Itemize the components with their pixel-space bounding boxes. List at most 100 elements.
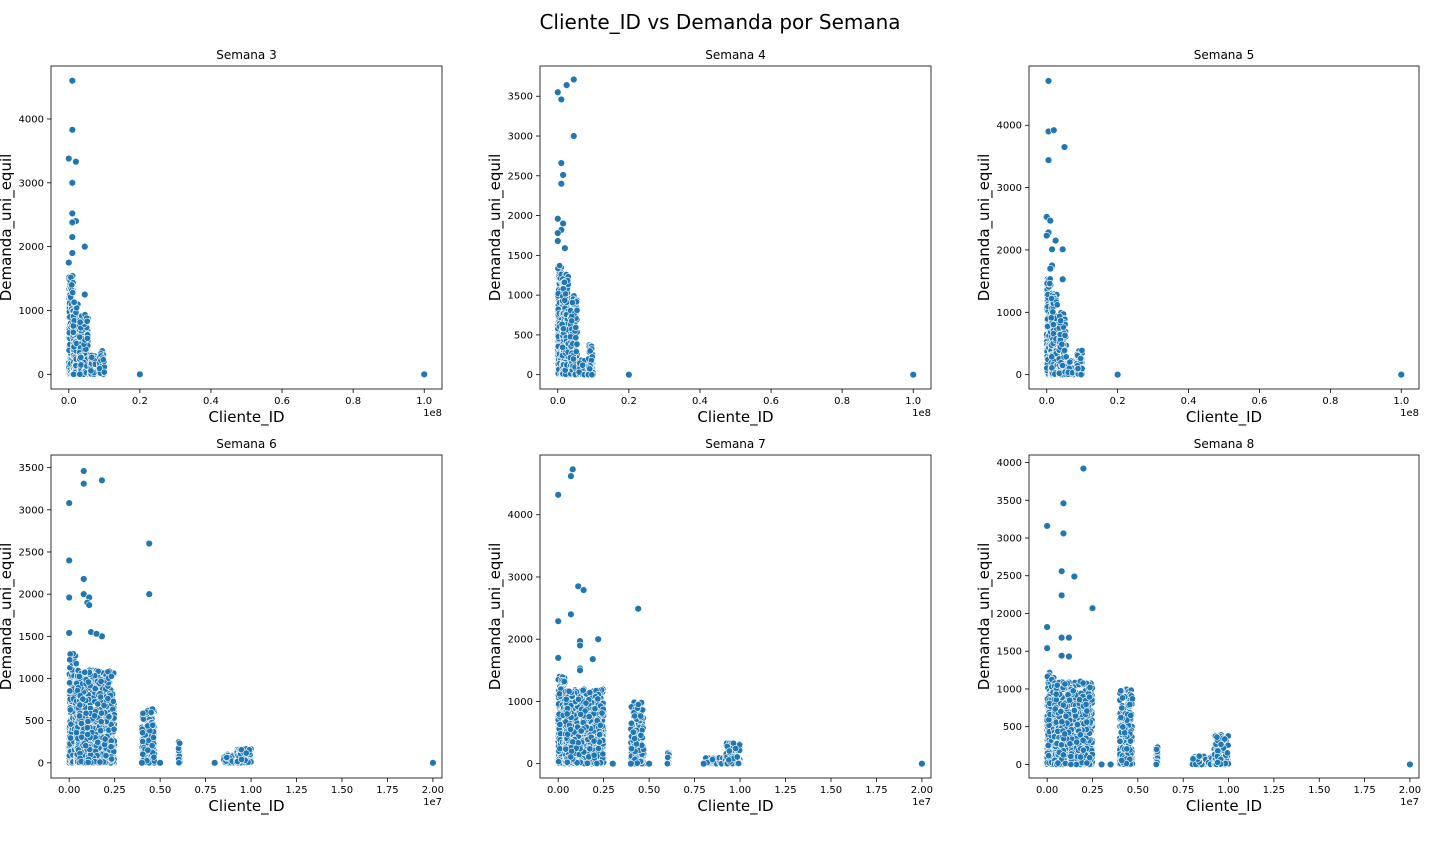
data-point [83, 724, 91, 732]
data-point [238, 755, 246, 763]
data-point [561, 296, 569, 304]
data-point [156, 759, 164, 767]
y-tick-label: 2000 [19, 242, 44, 253]
data-point [100, 368, 108, 376]
subplot-2: 0.0 0.2 0.4 0.6 0.8 1.00500100015002000250030… [486, 48, 932, 427]
data-point [556, 745, 564, 753]
data-point [69, 289, 77, 297]
y-tick-label: 500 [25, 716, 44, 727]
subplot-4: 0.00 0.25 0.50 0.75 1.00 1.25 1.50 1.75 2.000500… [0, 437, 444, 816]
data-point [573, 340, 581, 348]
data-point [1048, 245, 1056, 254]
data-point [223, 753, 231, 761]
data-point [68, 218, 77, 227]
y-tick-label: 0 [527, 370, 533, 381]
data-point [569, 355, 577, 363]
y-tick-label: 0 [1016, 370, 1022, 381]
data-point [70, 370, 78, 378]
data-point [572, 323, 580, 331]
data-point [557, 159, 566, 167]
data-point [594, 695, 602, 703]
x-tick-label: 1.75 [376, 785, 398, 796]
data-point [105, 713, 113, 721]
data-point [1077, 371, 1085, 379]
data-point [210, 759, 219, 767]
x-tick-label: 0.6 [763, 396, 779, 407]
data-point [554, 237, 562, 245]
data-point [556, 720, 564, 728]
data-point [72, 729, 80, 737]
data-point [1061, 331, 1069, 339]
data-point [66, 687, 74, 695]
data-point [1113, 370, 1122, 379]
data-point [76, 318, 84, 326]
data-point [555, 690, 563, 698]
data-point [1044, 156, 1053, 164]
y-tick-label: 0 [38, 370, 44, 381]
x-tick-label: 0.0 [61, 396, 77, 407]
data-point [82, 742, 90, 750]
x-offset-label: 1e7 [423, 797, 442, 808]
data-point [149, 721, 157, 729]
data-point [96, 365, 104, 373]
data-point [136, 370, 144, 379]
x-tick-label: 0.4 [203, 396, 219, 407]
data-point [1051, 236, 1060, 245]
data-point [72, 660, 80, 668]
x-tick-label: 1.0 [905, 396, 921, 407]
data-point [88, 353, 96, 361]
data-point [107, 743, 115, 751]
data-point [139, 750, 147, 758]
data-point [68, 281, 76, 289]
x-tick-label: 0.25 [104, 785, 126, 796]
data-point [1058, 245, 1067, 254]
data-point [84, 730, 92, 738]
data-point [65, 258, 73, 267]
data-point [176, 739, 184, 747]
data-point [145, 590, 153, 598]
data-point [91, 712, 99, 720]
y-tick-label: 1000 [19, 306, 44, 317]
data-point [67, 720, 75, 728]
data-point [1048, 364, 1056, 372]
data-point [559, 171, 567, 179]
data-point [68, 249, 77, 257]
data-point [97, 693, 105, 701]
x-tick-label: 1.00 [240, 785, 262, 796]
figure-title: Cliente_ID vs Demanda por Semana [539, 10, 901, 34]
data-point [145, 539, 153, 548]
y-tick-label: 1000 [508, 291, 533, 302]
data-point [68, 76, 77, 85]
points-group [65, 76, 428, 379]
data-point [1046, 280, 1054, 288]
data-point [588, 371, 596, 379]
data-point [554, 215, 562, 223]
x-tick-label: 0.75 [194, 785, 216, 796]
points-group [554, 465, 926, 768]
subplot-title: Semana 3 [216, 48, 276, 62]
data-point [909, 370, 917, 379]
data-point [586, 347, 594, 355]
data-point [83, 317, 91, 325]
y-tick-label: 1500 [19, 632, 44, 643]
data-point [1074, 365, 1082, 373]
data-point [77, 353, 85, 361]
x-axis-label: Cliente_ID [208, 408, 284, 427]
data-point [579, 361, 587, 369]
x-tick-label: 0.8 [345, 396, 361, 407]
data-point [66, 706, 74, 714]
x-tick-label: 0.4 [1181, 396, 1197, 407]
subplot-5: 0.00 0.25 0.50 0.75 1.00 1.25 1.50 1.75 2.000100… [486, 437, 933, 816]
data-point [65, 593, 73, 602]
data-point [1044, 77, 1053, 85]
data-point [1077, 354, 1085, 362]
data-point [108, 755, 116, 763]
data-point [144, 746, 152, 754]
data-point [110, 725, 118, 733]
x-tick-label: 0.8 [1322, 396, 1338, 407]
x-tick-label: 1.0 [416, 396, 432, 407]
data-point [68, 209, 77, 218]
x-tick-label: 0.6 [274, 396, 290, 407]
data-point [554, 229, 562, 237]
data-point [150, 734, 158, 742]
